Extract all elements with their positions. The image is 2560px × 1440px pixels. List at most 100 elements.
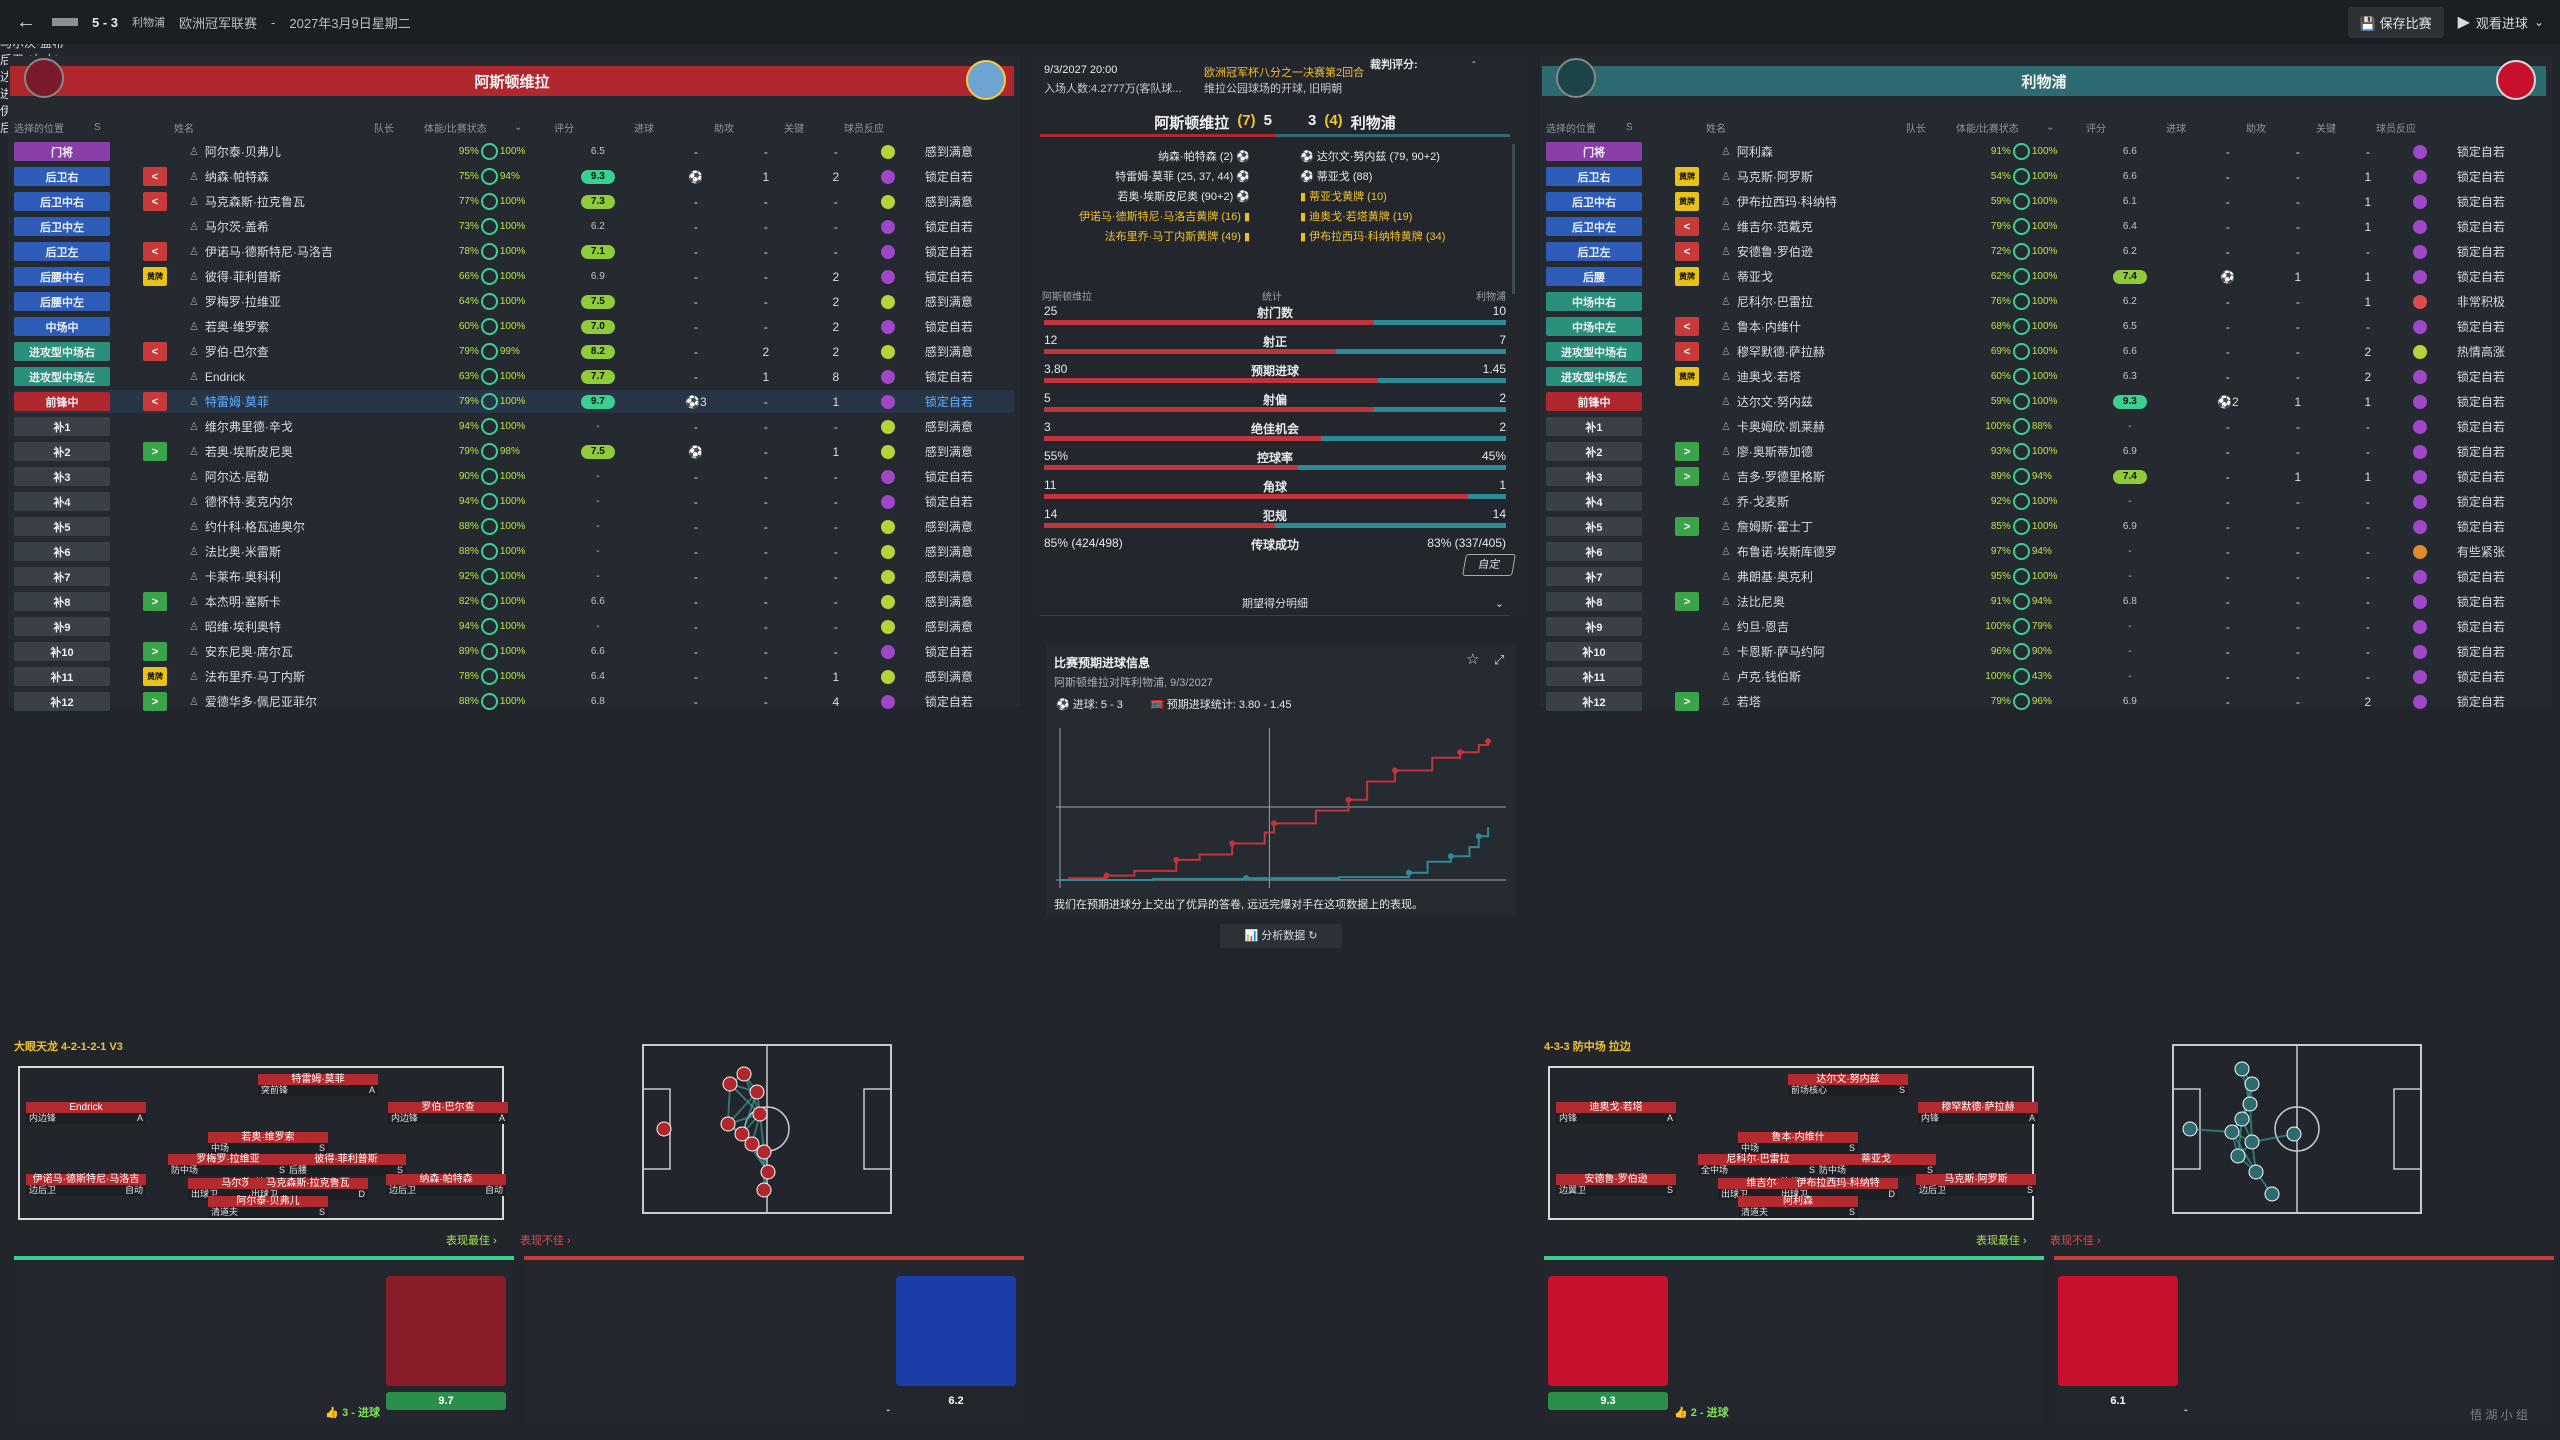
position-chip[interactable]: 后卫左 (14, 242, 110, 261)
player-row[interactable]: 补3 > ♙ 吉多·罗德里格斯 89% 94% 7.4 - 1 1 锁定自若 (1546, 465, 2546, 488)
player-name[interactable]: 卡奥姆欣·凯莱赫 (1736, 420, 1825, 434)
column-header[interactable]: S (94, 121, 101, 133)
player-name[interactable]: 法比尼奥 (1736, 595, 1785, 609)
expected-score-breakdown[interactable]: 期望得分明细 ⌄ (1040, 592, 1510, 616)
position-chip[interactable]: 后卫中左 (1546, 217, 1642, 236)
reaction-text[interactable]: 锁定自若 (924, 170, 973, 184)
reaction-text[interactable]: 非常积极 (2456, 295, 2505, 309)
player-row[interactable]: 补5 > ♙ 詹姆斯·霍士丁 85% 100% 6.9 - - - 锁定自若 (1546, 515, 2546, 538)
home-worst-link[interactable]: 表现不佳 › (520, 1235, 571, 1247)
player-name[interactable]: 伊布拉西玛·科纳特 (1736, 195, 1837, 209)
substitution-marker[interactable]: 黄牌 (1675, 367, 1699, 386)
reaction-text[interactable]: 锁定自若 (924, 320, 973, 334)
player-name[interactable]: 安德鲁·罗伯逊 (1736, 245, 1813, 259)
player-name[interactable]: 若塔 (1736, 695, 1761, 709)
column-header[interactable]: 球员反应 (2376, 123, 2416, 135)
custom-button[interactable]: 自定 (1462, 554, 1516, 576)
position-chip[interactable]: 补10 (1546, 642, 1642, 661)
position-chip[interactable]: 后卫中右 (14, 192, 110, 211)
reaction-text[interactable]: 感到满意 (924, 195, 973, 209)
substitution-marker[interactable]: > (143, 592, 167, 611)
position-chip[interactable]: 补8 (14, 592, 110, 611)
reaction-text[interactable]: 感到满意 (924, 670, 973, 684)
reaction-text[interactable]: 锁定自若 (924, 245, 973, 259)
position-chip[interactable]: 补1 (14, 417, 110, 436)
player-name[interactable]: 廖·奥斯蒂加德 (1736, 445, 1813, 459)
substitution-marker[interactable]: 黄牌 (143, 667, 167, 686)
substitution-marker[interactable]: < (1675, 342, 1699, 361)
reaction-text[interactable]: 感到满意 (924, 595, 973, 609)
position-chip[interactable]: 补1 (1546, 417, 1642, 436)
player-row[interactable]: 后卫中右 < ♙ 马克森斯·拉克鲁瓦 77% 100% 7.3 - - - 感到满意 (14, 190, 1014, 213)
formation-player[interactable]: 阿尔泰·贝弗儿 清道夫 S (208, 1196, 328, 1220)
reaction-text[interactable]: 锁定自若 (924, 270, 973, 284)
player-name[interactable]: 维吉尔·范戴克 (1736, 220, 1813, 234)
substitution-marker[interactable]: > (143, 642, 167, 661)
column-header[interactable]: 评分 (554, 123, 574, 135)
position-chip[interactable]: 补12 (14, 692, 110, 711)
player-row[interactable]: 补5 ♙ 约什科·格瓦迪奥尔 88% 100% - - - - 感到满意 (14, 515, 1014, 538)
player-row[interactable]: 补4 ♙ 德怀特·麦克内尔 94% 100% - - - - 锁定自若 (14, 490, 1014, 513)
reaction-text[interactable]: 锁定自若 (2456, 570, 2505, 584)
reaction-text[interactable]: 有些紧张 (2456, 545, 2505, 559)
position-chip[interactable]: 补4 (1546, 492, 1642, 511)
reaction-text[interactable]: 锁定自若 (2456, 320, 2505, 334)
formation-player[interactable]: 迪奥戈·若塔 内锋 A (1556, 1102, 1676, 1126)
sort-chevron-icon[interactable]: ⌄ (514, 121, 523, 133)
substitution-marker[interactable]: > (143, 442, 167, 461)
player-name[interactable]: 昭维·埃利奥特 (204, 620, 281, 634)
player-name[interactable]: 阿尔泰·贝弗儿 (204, 145, 281, 159)
position-chip[interactable]: 补8 (1546, 592, 1642, 611)
home-best-link[interactable]: 表现最佳 › (446, 1235, 497, 1247)
position-chip[interactable]: 补9 (14, 617, 110, 636)
reaction-text[interactable]: 锁定自若 (2456, 195, 2505, 209)
player-name[interactable]: 约什科·格瓦迪奥尔 (204, 520, 305, 534)
position-chip[interactable]: 补6 (14, 542, 110, 561)
player-row[interactable]: 补4 ♙ 乔·戈麦斯 92% 100% - - - - 锁定自若 (1546, 490, 2546, 513)
player-name[interactable]: 阿利森 (1736, 145, 1773, 159)
reaction-text[interactable]: 锁定自若 (924, 220, 973, 234)
column-header[interactable]: 选择的位置 (14, 123, 64, 135)
player-name[interactable]: 迪奥戈·若塔 (1736, 370, 1801, 384)
substitution-marker[interactable]: 黄牌 (1675, 267, 1699, 286)
position-chip[interactable]: 补11 (14, 667, 110, 686)
player-row[interactable]: 进攻型中场右 < ♙ 罗伯·巴尔查 79% 99% 8.2 - 2 2 感到满意 (14, 340, 1014, 363)
reaction-text[interactable]: 锁定自若 (2456, 420, 2505, 434)
player-row[interactable]: 前锋中 < ♙ 特雷姆·莫菲 79% 100% 9.7 ⚽3 - 1 锁定自若 (14, 390, 1014, 413)
player-name[interactable]: 卡恩斯·萨马约阿 (1736, 645, 1825, 659)
column-header[interactable]: 体能/比赛状态 (424, 123, 487, 135)
player-name[interactable]: 马克斯·阿罗斯 (1736, 170, 1813, 184)
reaction-text[interactable]: 锁定自若 (2456, 170, 2505, 184)
expand-icon[interactable]: ⤢ (1494, 652, 1505, 667)
substitution-marker[interactable]: < (1675, 217, 1699, 236)
formation-player[interactable]: 彼得·菲利普斯 后腰 S (286, 1154, 406, 1178)
player-name[interactable]: 维尔弗里德·辛戈 (204, 420, 293, 434)
column-header[interactable]: 队长 (374, 123, 394, 135)
player-row[interactable]: 补8 > ♙ 本杰明·塞斯卡 82% 100% 6.6 - - - 感到满意 (14, 590, 1014, 613)
player-row[interactable]: 补12 > ♙ 爱德华多·佩尼亚菲尔 88% 100% 6.8 - - 4 锁定自若 (14, 690, 1014, 713)
player-row[interactable]: 后卫中右 黄牌 ♙ 伊布拉西玛·科纳特 59% 100% 6.1 - - 1 锁定自若 (1546, 190, 2546, 213)
position-chip[interactable]: 后卫中右 (1546, 192, 1642, 211)
substitution-marker[interactable]: < (1675, 242, 1699, 261)
reaction-text[interactable]: 感到满意 (924, 445, 973, 459)
substitution-marker[interactable]: > (1675, 442, 1699, 461)
player-row[interactable]: 前锋中 ♙ 达尔文·努内兹 59% 100% 9.3 ⚽2 1 1 锁定自若 (1546, 390, 2546, 413)
player-row[interactable]: 补7 ♙ 卡莱布·奥科利 92% 100% - - - - 感到满意 (14, 565, 1014, 588)
player-name[interactable]: 阿尔达·居勒 (204, 470, 269, 484)
player-name[interactable]: 特雷姆·莫菲 (204, 395, 269, 409)
player-row[interactable]: 补10 > ♙ 安东尼奥·席尔瓦 89% 100% 6.6 - - - 锁定自若 (14, 640, 1014, 663)
column-header[interactable]: 进球 (634, 123, 654, 135)
reaction-text[interactable]: 锁定自若 (2456, 620, 2505, 634)
player-row[interactable]: 补6 ♙ 布鲁诺·埃斯库德罗 97% 94% - - - - 有些紧张 (1546, 540, 2546, 563)
column-header[interactable]: 助攻 (714, 123, 734, 135)
substitution-marker[interactable]: > (1675, 517, 1699, 536)
position-chip[interactable]: 门将 (1546, 142, 1642, 161)
reaction-text[interactable]: 感到满意 (924, 420, 973, 434)
formation-player[interactable]: 尼科尔·巴雷拉 全中场 S (1698, 1154, 1818, 1178)
position-chip[interactable]: 补7 (1546, 567, 1642, 586)
substitution-marker[interactable]: 黄牌 (1675, 192, 1699, 211)
reaction-text[interactable]: 锁定自若 (2456, 395, 2505, 409)
player-row[interactable]: 中场中左 < ♙ 鲁本·内维什 68% 100% 6.5 - - - 锁定自若 (1546, 315, 2546, 338)
formation-player[interactable]: 伊诺马·德斯特尼·马洛吉 边后卫 自动 (26, 1174, 146, 1198)
substitution-marker[interactable]: 黄牌 (1675, 167, 1699, 186)
